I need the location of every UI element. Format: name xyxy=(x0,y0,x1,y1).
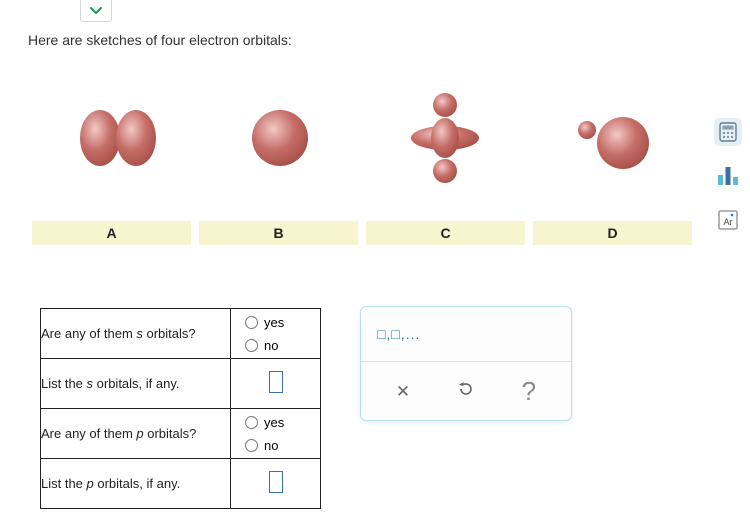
label-C: C xyxy=(366,221,525,245)
q2-label: List the s orbitals, if any. xyxy=(41,359,231,409)
table-row: List the p orbitals, if any. xyxy=(41,459,321,509)
radio-icon xyxy=(245,416,258,429)
periodic-table-icon: Ar xyxy=(717,209,739,231)
label-D: D xyxy=(533,221,692,245)
right-toolbar: Ar xyxy=(714,118,742,234)
orbital-C xyxy=(362,80,527,195)
q1-no-option[interactable]: no xyxy=(231,334,320,357)
orbital-labels-row: A B C D xyxy=(32,221,692,245)
chevron-down-icon xyxy=(89,6,103,16)
radio-icon xyxy=(245,316,258,329)
svg-text:Ar: Ar xyxy=(724,217,733,227)
orbital-D xyxy=(527,80,692,195)
q1-label: Are any of them s orbitals? xyxy=(41,309,231,359)
orbitals-row xyxy=(32,80,692,195)
prompt-text: Here are sketches of four electron orbit… xyxy=(28,32,292,48)
answer-placeholder[interactable]: □,□,... xyxy=(361,307,571,362)
radio-icon xyxy=(245,339,258,352)
periodic-table-button[interactable]: Ar xyxy=(714,206,742,234)
q2-list-input[interactable] xyxy=(269,371,283,393)
orbital-B xyxy=(197,80,362,195)
calculator-icon xyxy=(719,122,737,142)
reset-icon xyxy=(456,379,476,399)
table-row: Are any of them p orbitals? yes no xyxy=(41,409,321,459)
orbital-A xyxy=(32,80,197,195)
q3-label: Are any of them p orbitals? xyxy=(41,409,231,459)
reset-button[interactable] xyxy=(456,379,476,405)
q4-list-input[interactable] xyxy=(269,471,283,493)
stats-button[interactable] xyxy=(714,162,742,190)
question-table: Are any of them s orbitals? yes no List … xyxy=(40,308,321,509)
section-collapse-toggle[interactable] xyxy=(80,0,112,22)
q4-label: List the p orbitals, if any. xyxy=(41,459,231,509)
answer-helper-panel: □,□,... ✕ ? xyxy=(360,306,572,421)
table-row: Are any of them s orbitals? yes no xyxy=(41,309,321,359)
calculator-button[interactable] xyxy=(714,118,742,146)
label-B: B xyxy=(199,221,358,245)
q3-yes-option[interactable]: yes xyxy=(231,411,320,434)
q1-yes-option[interactable]: yes xyxy=(231,311,320,334)
radio-icon xyxy=(245,439,258,452)
help-button[interactable]: ? xyxy=(522,376,536,407)
table-row: List the s orbitals, if any. xyxy=(41,359,321,409)
close-button[interactable]: ✕ xyxy=(396,382,410,402)
bar-chart-icon xyxy=(716,165,740,187)
q3-no-option[interactable]: no xyxy=(231,434,320,457)
label-A: A xyxy=(32,221,191,245)
